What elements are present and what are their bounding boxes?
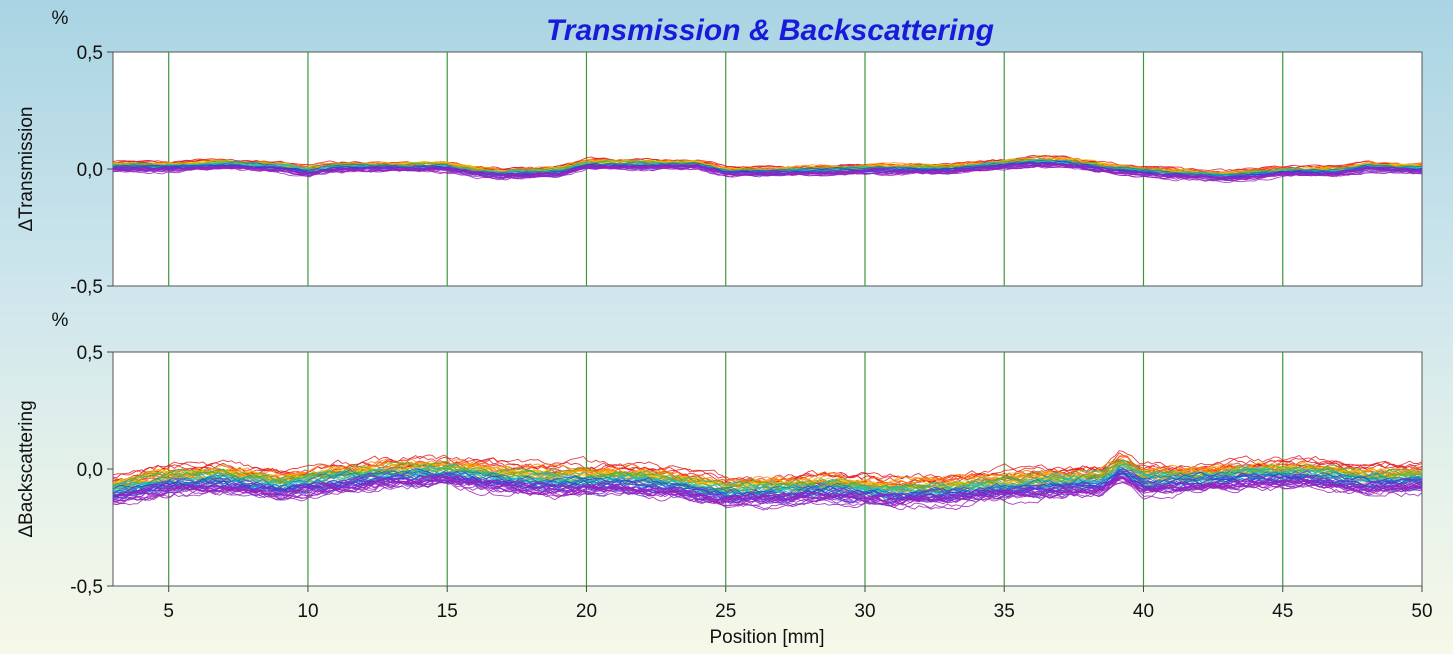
- x-tick-label: 25: [715, 601, 736, 622]
- x-tick-label: 15: [437, 601, 458, 622]
- x-axis-label: Position [mm]: [709, 627, 824, 648]
- backscattering-ylabel: ΔBackscattering: [16, 400, 37, 537]
- transmission-curves: [112, 154, 1423, 184]
- backscattering-series-line: [112, 476, 1423, 504]
- x-tick-label: 10: [297, 601, 318, 622]
- x-tick-label: 30: [854, 601, 875, 622]
- backscattering-y-tick-label: -0,5: [70, 577, 103, 598]
- x-tick-label: 40: [1133, 601, 1154, 622]
- backscattering-series-line: [112, 479, 1423, 507]
- x-tick-label: 45: [1272, 601, 1293, 622]
- backscattering-y-tick-label: 0,0: [77, 460, 103, 481]
- x-tick-label: 5: [163, 601, 174, 622]
- backscattering-series-line: [113, 454, 1423, 487]
- backscattering-series-line: [112, 470, 1423, 500]
- transmission-y-tick-label: 0,5: [77, 43, 103, 64]
- backscattering-series-line: [112, 456, 1423, 488]
- backscattering-curves: [112, 450, 1423, 511]
- transmission-panel: -0,5 0,0 0,5 % ΔTransmission: [16, 8, 1423, 298]
- transmission-y-tick-label: -0,5: [70, 277, 103, 298]
- transmission-y-tick-label: 0,0: [77, 160, 103, 181]
- backscattering-y-tick-label: 0,5: [77, 343, 103, 364]
- transmission-series-line: [112, 156, 1423, 174]
- transmission-series-line: [112, 161, 1423, 181]
- transmission-y-ticks: -0,5 0,0 0,5: [70, 43, 113, 298]
- backscattering-series-line: [112, 475, 1423, 504]
- x-ticks: 5 10 15 20 25 30 35 40 45 50: [163, 586, 1433, 622]
- backscattering-unit: %: [52, 310, 69, 331]
- backscattering-series-line: [112, 470, 1423, 500]
- chart-title: Transmission & Backscattering: [546, 14, 994, 47]
- x-tick-label: 35: [994, 601, 1015, 622]
- transmission-series-line: [112, 165, 1423, 183]
- x-tick-label: 50: [1411, 601, 1432, 622]
- transmission-ylabel: ΔTransmission: [16, 107, 37, 232]
- transmission-unit: %: [52, 8, 69, 29]
- transmission-series-line: [112, 164, 1423, 179]
- backscattering-series-line: [112, 468, 1423, 498]
- backscattering-panel: -0,5 0,0 0,5 % ΔBackscattering: [16, 310, 1423, 598]
- backscattering-y-ticks: -0,5 0,0 0,5: [70, 343, 113, 598]
- x-tick-label: 20: [576, 601, 597, 622]
